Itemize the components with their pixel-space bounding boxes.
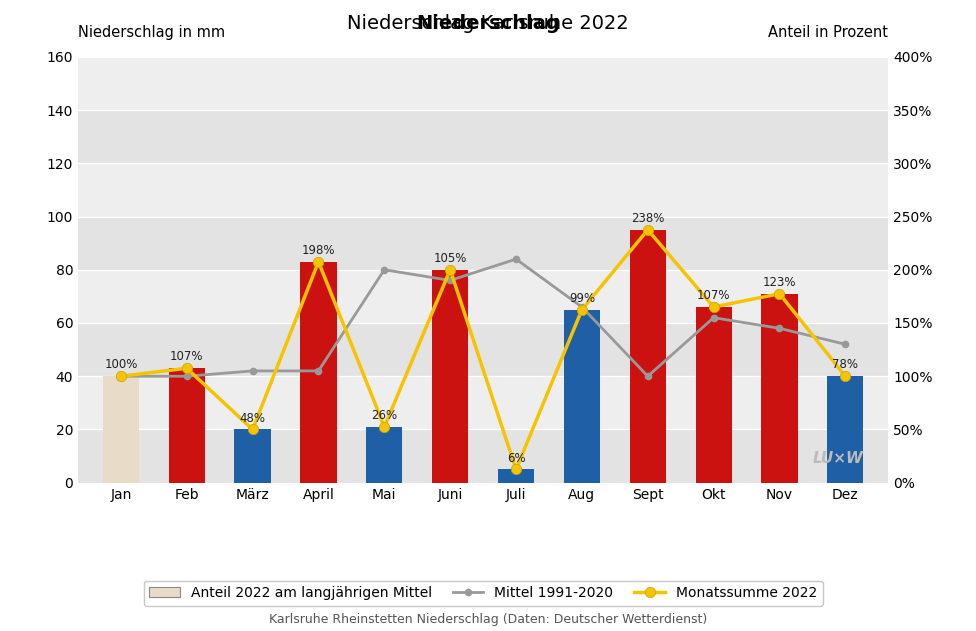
Bar	[234, 430, 270, 483]
Text: 78%: 78%	[833, 358, 858, 372]
Text: 238%: 238%	[631, 212, 665, 225]
Bar	[102, 376, 139, 483]
Text: 107%: 107%	[697, 289, 730, 302]
Text: LU×W: LU×W	[813, 451, 864, 466]
Text: 123%: 123%	[762, 276, 796, 289]
Text: 6%: 6%	[507, 452, 525, 464]
Bar	[366, 427, 402, 483]
Bar	[169, 369, 205, 483]
Bar	[564, 310, 600, 483]
Text: 100%: 100%	[104, 358, 138, 372]
Bar	[828, 376, 864, 483]
Bar	[78, 376, 888, 430]
Bar	[630, 230, 666, 483]
Legend: Anteil 2022 am langjährigen Mittel, Mittel 1991-2020, Monatssumme 2022: Anteil 2022 am langjährigen Mittel, Mitt…	[143, 581, 823, 606]
Bar	[78, 323, 888, 376]
Text: 105%: 105%	[433, 252, 467, 265]
Bar	[78, 110, 888, 163]
Bar	[696, 307, 732, 483]
Bar	[78, 216, 888, 269]
Text: Niederschlag Karlsruhe 2022: Niederschlag Karlsruhe 2022	[347, 15, 629, 33]
Text: 99%: 99%	[569, 292, 595, 305]
Bar	[78, 430, 888, 483]
Bar	[498, 469, 534, 483]
Text: 198%: 198%	[302, 244, 335, 257]
Text: 107%: 107%	[170, 350, 204, 363]
Text: 48%: 48%	[240, 411, 265, 425]
Text: Anteil in Prozent: Anteil in Prozent	[768, 25, 888, 40]
Bar	[761, 293, 797, 483]
Text: 26%: 26%	[371, 409, 397, 422]
Text: Niederschlag in mm: Niederschlag in mm	[78, 25, 225, 40]
Text: Karlsruhe Rheinstetten Niederschlag (Daten: Deutscher Wetterdienst): Karlsruhe Rheinstetten Niederschlag (Dat…	[268, 613, 708, 627]
Bar	[78, 269, 888, 323]
Text: Niederschlag: Niederschlag	[416, 15, 560, 33]
Bar	[78, 163, 888, 216]
Bar	[432, 269, 468, 483]
Bar	[78, 57, 888, 110]
Bar	[301, 262, 337, 483]
